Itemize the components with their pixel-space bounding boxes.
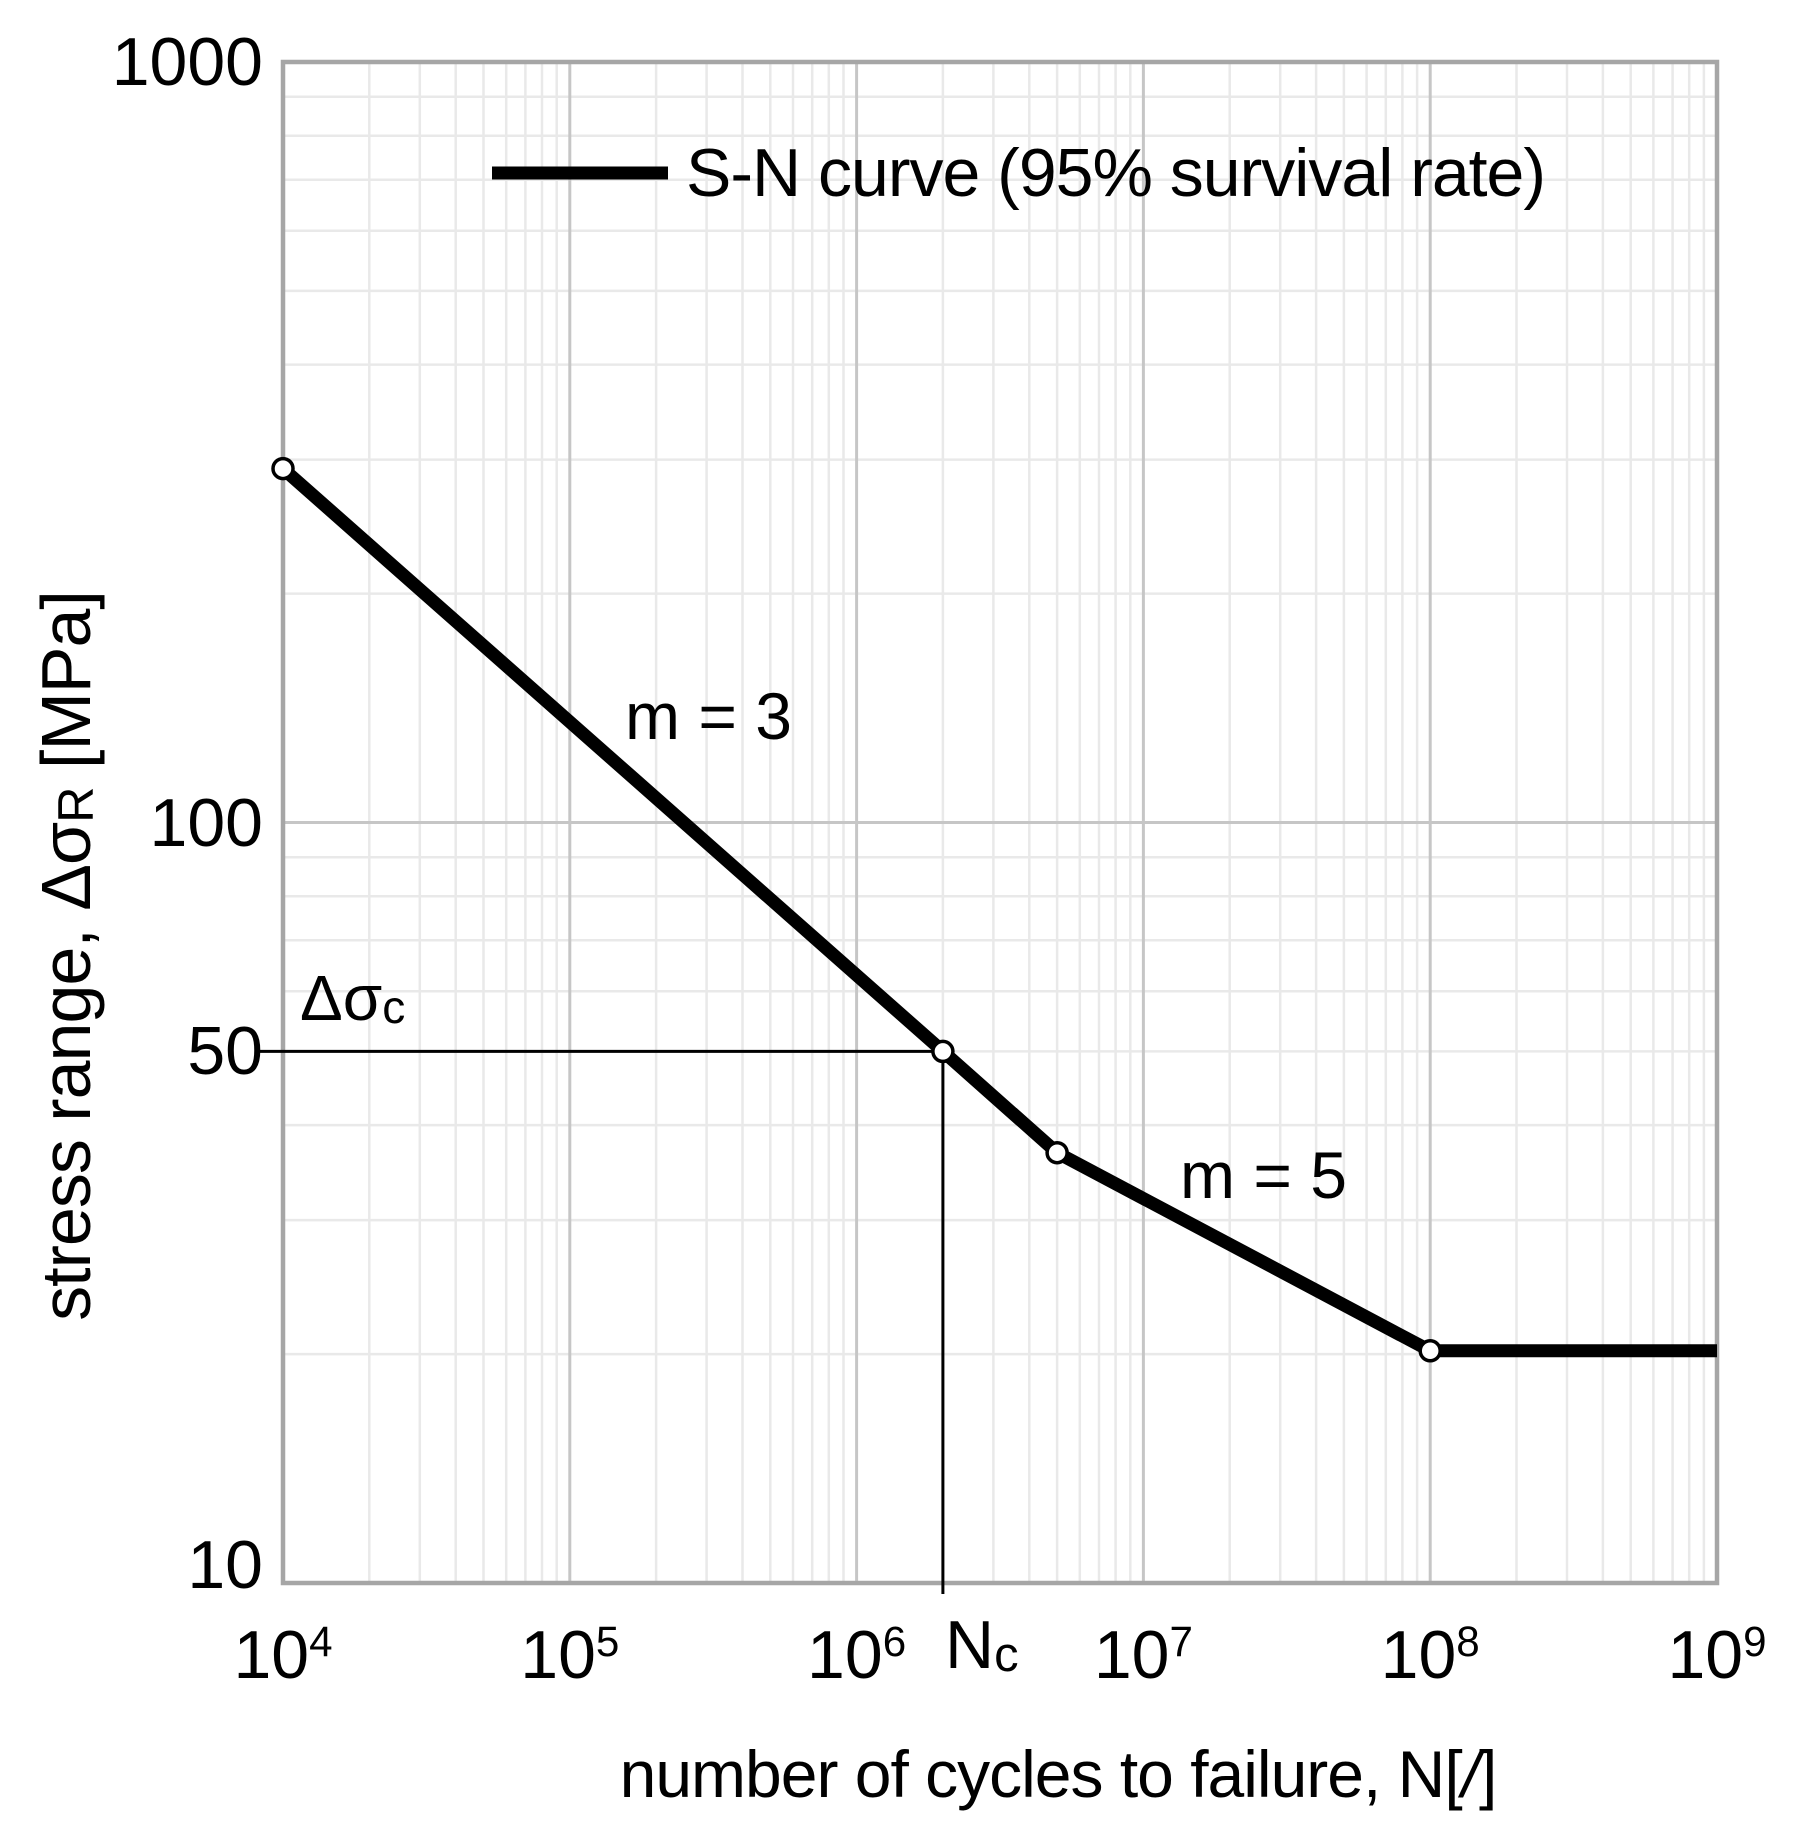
x-axis-title: number of cycles to failure, N[/] (620, 1741, 1498, 1807)
slope-m5-label: m = 5 (1180, 1138, 1347, 1212)
grid-major (283, 62, 1717, 1583)
x-tick-label: 105 (520, 1616, 620, 1693)
delta-sigma-c-label: Δσc (300, 966, 405, 1030)
x-tick-label: 108 (1380, 1616, 1480, 1693)
x-tick-label: 109 (1667, 1616, 1767, 1693)
slope-m3-label: m = 3 (625, 679, 792, 753)
y-tick-label: 50 (187, 1013, 263, 1090)
y-tick-label: 1000 (111, 24, 263, 100)
legend-label: S-N curve (95% survival rate) (686, 135, 1546, 211)
y-axis-title-units: [MPa] (26, 591, 105, 788)
y-tick-label: 100 (149, 784, 263, 861)
x-tick-label: 106 (807, 1616, 907, 1693)
nc-label-subscript: c (994, 1627, 1019, 1682)
x-tick-label: 107 (1093, 1616, 1193, 1693)
x-tick-label: 104 (233, 1616, 333, 1693)
sn-curve-line (278, 463, 1717, 1358)
plot-border (280, 59, 1720, 1586)
y-axis-title: stress range, ΔσR [MPa] (27, 591, 105, 1321)
nc-label-symbol: N (945, 1607, 995, 1683)
x-axis-title-bracket: ] (1479, 1737, 1497, 1811)
reference-lines (258, 1049, 945, 1594)
nc-label: Nc (945, 1611, 1019, 1680)
x-axis-title-text: number of cycles to failure, N[ (619, 1737, 1463, 1811)
x-axis-title-slash: / (1461, 1737, 1480, 1811)
delta-sigma-c-subscript: c (382, 980, 406, 1033)
data-point-markers (271, 456, 1442, 1363)
delta-sigma-c-symbol: Δσ (300, 962, 383, 1034)
y-tick-label: 10 (187, 1527, 263, 1603)
